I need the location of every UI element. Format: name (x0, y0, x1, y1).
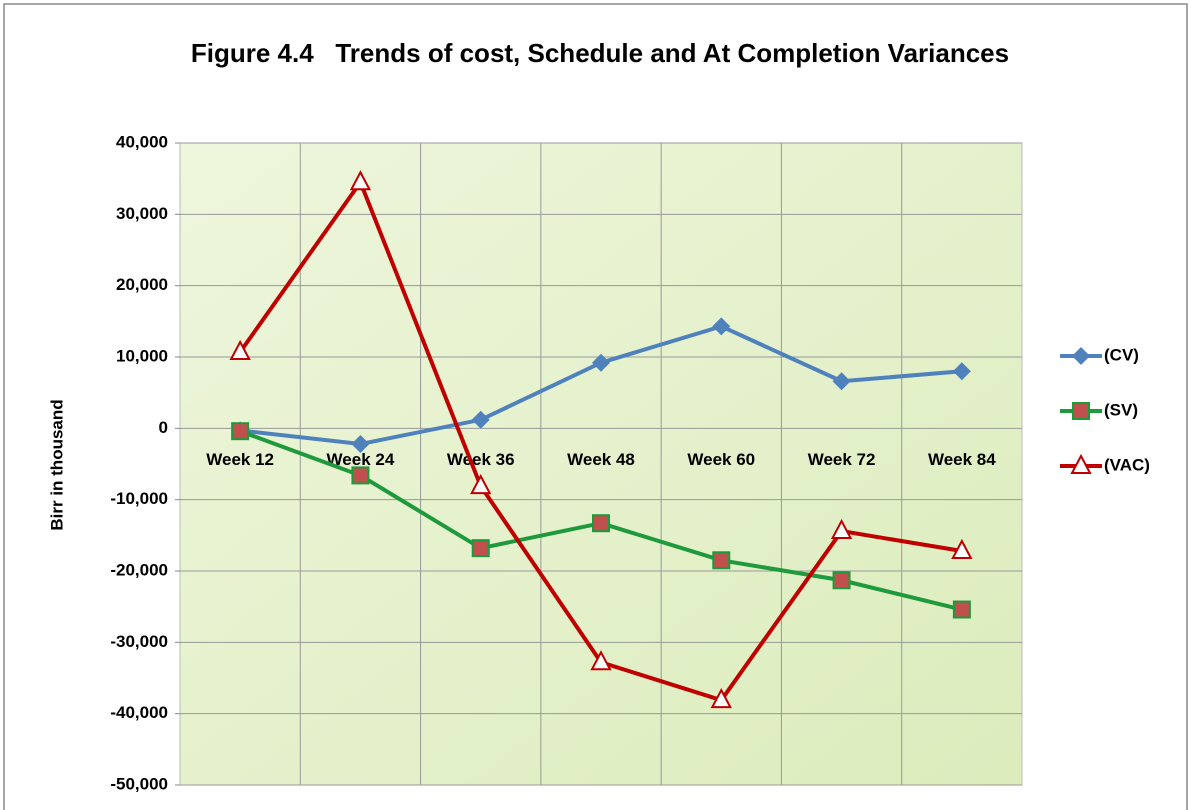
marker (1072, 347, 1090, 365)
y-tick-label: 40,000 (116, 132, 168, 151)
x-tick-label: Week 84 (928, 450, 996, 469)
marker (712, 551, 731, 570)
x-tick-label: Week 36 (447, 450, 515, 469)
x-tick-label: Week 24 (327, 450, 395, 469)
y-tick-label: -40,000 (110, 703, 168, 722)
marker (1070, 453, 1092, 474)
marker (229, 339, 251, 361)
y-tick-label: -30,000 (110, 632, 168, 651)
marker (832, 372, 851, 391)
marker (952, 600, 971, 619)
marker (592, 353, 610, 372)
y-tick-label: -10,000 (110, 489, 168, 508)
y-tick-label: -20,000 (110, 560, 168, 579)
marker (592, 514, 610, 533)
marker (590, 650, 612, 671)
marker (832, 571, 851, 590)
chart-title: Figure 4.4 Trends of cost, Schedule and … (190, 38, 1010, 68)
x-tick-label: Week 72 (808, 450, 876, 469)
marker (951, 538, 973, 560)
y-tick-label: -50,000 (110, 774, 168, 793)
y-tick-label: 20,000 (116, 275, 168, 294)
marker (349, 170, 372, 191)
marker (830, 518, 853, 540)
marker (471, 410, 490, 429)
legend-label: (VAC) (1104, 455, 1150, 474)
marker (710, 687, 732, 709)
marker (952, 362, 971, 381)
legend-label: (CV) (1104, 345, 1139, 364)
y-axis-label: Birr in thousand (47, 399, 66, 530)
y-tick-label: 10,000 (116, 346, 168, 365)
x-tick-label: Week 48 (567, 450, 635, 469)
plot-area (179, 142, 1023, 786)
marker (351, 435, 370, 454)
marker (351, 466, 370, 485)
x-tick-label: Week 12 (206, 450, 274, 469)
x-tick-label: Week 60 (687, 450, 755, 469)
y-tick-label: 30,000 (116, 204, 168, 223)
marker (712, 317, 731, 336)
marker (1072, 402, 1090, 420)
marker (470, 473, 492, 495)
legend-label: (SV) (1104, 400, 1138, 419)
marker (471, 539, 490, 558)
marker (231, 422, 250, 441)
y-tick-label: 0 (159, 418, 168, 437)
